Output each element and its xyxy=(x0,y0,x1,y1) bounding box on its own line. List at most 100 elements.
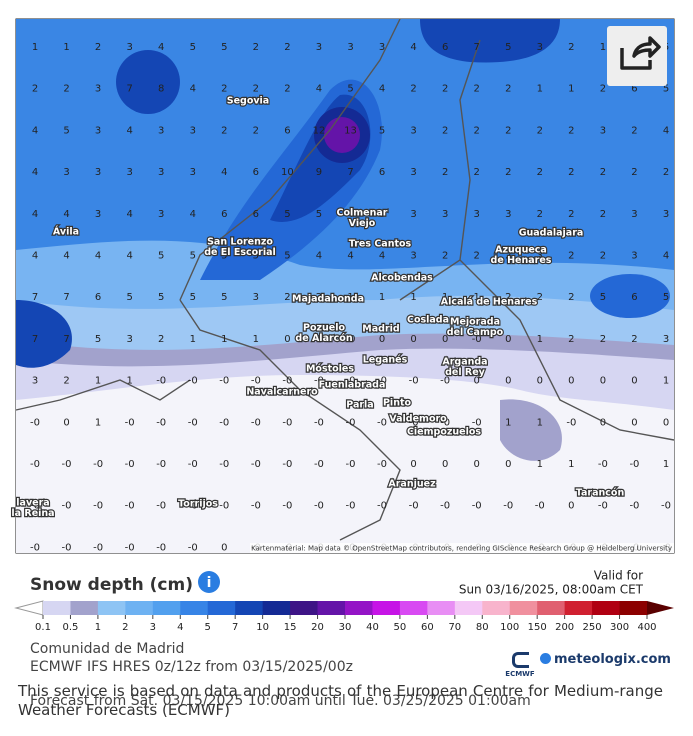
scale-cell xyxy=(43,601,71,615)
grid-value: 5 xyxy=(126,292,132,303)
grid-value: 0 xyxy=(410,334,416,345)
grid-value: 0 xyxy=(442,334,448,345)
grid-value: 7 xyxy=(126,84,132,95)
grid-value: -0 xyxy=(282,501,292,512)
grid-value: 4 xyxy=(32,209,38,220)
grid-value: 3 xyxy=(505,209,511,220)
grid-value: 3 xyxy=(410,251,416,262)
place-label: de Alarcón xyxy=(295,333,352,344)
share-icon[interactable] xyxy=(620,36,661,70)
grid-value: 1 xyxy=(663,376,669,387)
grid-value: -0 xyxy=(125,417,135,428)
grid-value: 3 xyxy=(631,251,637,262)
grid-value: 2 xyxy=(568,42,574,53)
grid-value: 2 xyxy=(221,84,227,95)
grid-value: 3 xyxy=(347,42,353,53)
attribution-bg xyxy=(250,543,674,553)
color-scale: 0.1 0.5 1 2 3 4 5 7 10 15 20 30 40 50 60 70 80 100 150 200 2… xyxy=(14,600,674,633)
grid-value: 3 xyxy=(32,376,38,387)
scale-cell xyxy=(97,601,126,615)
grid-value: 2 xyxy=(537,209,543,220)
grid-value: 2 xyxy=(663,167,669,178)
grid-value: 1 xyxy=(442,292,448,303)
grid-value: 3 xyxy=(537,251,543,262)
grid-value: -0 xyxy=(251,459,261,470)
grid-value: 4 xyxy=(410,42,416,53)
grid-value: 2 xyxy=(474,125,480,136)
grid-value: 5 xyxy=(63,125,69,136)
share-button[interactable] xyxy=(607,26,667,86)
scale-arrow-high xyxy=(647,601,674,615)
grid-value: 5 xyxy=(221,292,227,303)
scale-cell xyxy=(427,601,456,615)
scale-cell xyxy=(180,601,209,615)
grid-value: 1 xyxy=(568,459,574,470)
grid-value: 2 xyxy=(600,167,606,178)
shade xyxy=(590,274,670,318)
valid-label: Valid for xyxy=(594,569,643,583)
grid-value: 4 xyxy=(221,167,227,178)
shade xyxy=(16,300,72,368)
scale-cell xyxy=(509,601,538,615)
scale-tick-label: 20 xyxy=(311,622,324,633)
forecast-range: Forecast from Sat. 03/15/2025 10:00am un… xyxy=(30,693,531,709)
brand-text: meteologix.com xyxy=(554,652,671,667)
grid-value: -0 xyxy=(251,376,261,387)
grid-value: 2 xyxy=(474,167,480,178)
grid-value: -0 xyxy=(30,501,40,512)
grid-value: 7 xyxy=(32,334,38,345)
grid-value: -0 xyxy=(346,501,356,512)
place-label: la Reina xyxy=(11,508,54,519)
grid-value: -0 xyxy=(282,376,292,387)
grid-value: 3 xyxy=(474,209,480,220)
grid-value: 4 xyxy=(126,125,132,136)
grid-value: -0 xyxy=(93,459,103,470)
grid-value: 1 xyxy=(568,84,574,95)
grid-value: 9 xyxy=(316,167,322,178)
grid-value: -0 xyxy=(188,376,198,387)
info-button[interactable]: i xyxy=(198,571,220,593)
grid-value: -0 xyxy=(535,501,545,512)
grid-value: 10 xyxy=(281,167,294,178)
grid-value: -0 xyxy=(188,542,198,553)
grid-value: 2 xyxy=(32,84,38,95)
grid-value: 6 xyxy=(284,125,290,136)
grid-value: -0 xyxy=(219,417,229,428)
grid-value: 4 xyxy=(190,84,196,95)
grid-value: -0 xyxy=(282,459,292,470)
grid-values: 1123455223334675321352237842224542222112… xyxy=(30,42,671,553)
grid-value: -0 xyxy=(629,501,639,512)
scale-cell xyxy=(592,601,621,615)
grid-value: 0 xyxy=(568,501,574,512)
grid-value: -0 xyxy=(472,417,482,428)
grid-value: 3 xyxy=(126,167,132,178)
info-icon-glyph[interactable]: i xyxy=(207,575,212,591)
scale-cell xyxy=(372,601,401,615)
grid-value: 2 xyxy=(284,84,290,95)
grid-value: 3 xyxy=(379,42,385,53)
grid-value: 0 xyxy=(537,376,543,387)
grid-value: 1 xyxy=(32,42,38,53)
info-icon[interactable] xyxy=(198,571,220,593)
grid-value: -0 xyxy=(440,417,450,428)
grid-value: -0 xyxy=(314,376,324,387)
grid-value: -0 xyxy=(282,417,292,428)
grid-value: 3 xyxy=(190,167,196,178)
place-label: Guadalajara xyxy=(519,228,584,239)
grid-value: 2 xyxy=(253,125,259,136)
scale-cell xyxy=(345,601,373,615)
share-button-bg[interactable] xyxy=(607,26,667,86)
grid-value: -0 xyxy=(377,459,387,470)
grid-value: 1 xyxy=(190,334,196,345)
grid-value: 4 xyxy=(63,209,69,220)
place-label: Segovia xyxy=(227,96,269,107)
grid-value: 3 xyxy=(95,125,101,136)
grid-value: 5 xyxy=(347,84,353,95)
scale-cell xyxy=(399,601,428,615)
grid-value: 4 xyxy=(347,251,353,262)
grid-value: 3 xyxy=(410,167,416,178)
grid-value: 2 xyxy=(442,125,448,136)
grid-value: 6 xyxy=(95,292,101,303)
